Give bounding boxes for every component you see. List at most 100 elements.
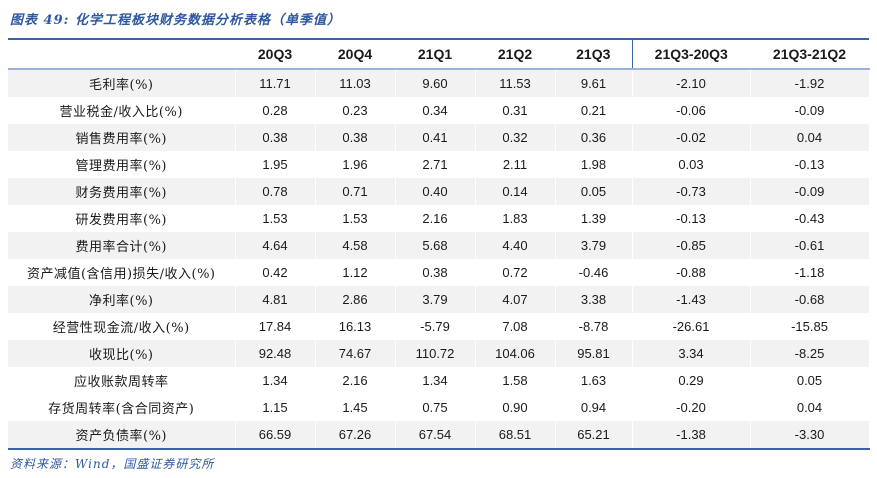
value-cell: -1.92: [750, 69, 870, 97]
column-header-21q3-20q3: 21Q3-20Q3: [631, 40, 750, 70]
value-cell: 0.36: [555, 124, 633, 151]
value-cell: 1.96: [315, 151, 396, 178]
value-cell: 0.05: [750, 367, 870, 394]
column-header-21q1: 21Q1: [395, 40, 475, 70]
value-cell: 9.60: [395, 69, 476, 97]
value-cell: 2.86: [315, 286, 396, 313]
table-row: 存货周转率(含合同资产) 1.15 1.45 0.75 0.90 0.94 -0.20 0.0…: [8, 394, 870, 421]
value-cell: -5.79: [395, 313, 476, 340]
row-label: 资产负债率(%): [8, 421, 236, 449]
value-cell: 0.23: [315, 97, 396, 124]
value-cell: 0.75: [395, 394, 476, 421]
row-label: 存货周转率(含合同资产): [8, 394, 236, 421]
value-cell: -0.88: [631, 259, 751, 286]
value-cell: -0.43: [750, 205, 870, 232]
column-header-20q4: 20Q4: [315, 40, 395, 70]
value-cell: 1.53: [315, 205, 396, 232]
value-cell: -0.85: [631, 232, 751, 259]
value-cell: -0.02: [631, 124, 751, 151]
row-label: 销售费用率(%): [8, 124, 236, 151]
value-cell: 0.14: [475, 178, 556, 205]
row-label: 净利率(%): [8, 286, 236, 313]
value-cell: 0.04: [750, 124, 870, 151]
value-cell: 4.58: [315, 232, 396, 259]
table-row: 营业税金/收入比(%) 0.28 0.23 0.34 0.31 0.21 -0.06 -0.0…: [8, 97, 870, 124]
row-label: 经营性现金流/收入(%): [8, 313, 236, 340]
value-cell: 0.38: [235, 124, 316, 151]
table-row: 经营性现金流/收入(%) 17.84 16.13 -5.79 7.08 -8.78 -26.…: [8, 313, 870, 340]
value-cell: 0.42: [235, 259, 316, 286]
value-cell: 2.71: [395, 151, 476, 178]
table-row: 费用率合计(%) 4.64 4.58 5.68 4.40 3.79 -0.85 -0.61: [8, 232, 870, 259]
value-cell: 74.67: [315, 340, 396, 367]
value-cell: 11.53: [475, 69, 556, 97]
value-cell: 2.16: [315, 367, 396, 394]
row-label: 管理费用率(%): [8, 151, 236, 178]
value-cell: 104.06: [475, 340, 556, 367]
value-cell: -1.38: [631, 421, 751, 449]
value-cell: 0.94: [555, 394, 633, 421]
value-cell: -0.61: [750, 232, 870, 259]
value-cell: 0.90: [475, 394, 556, 421]
table-row: 管理费用率(%) 1.95 1.96 2.71 2.11 1.98 0.03 -0.13: [8, 151, 870, 178]
value-cell: 11.03: [315, 69, 396, 97]
value-cell: -0.13: [631, 205, 751, 232]
table-row: 资产负债率(%) 66.59 67.26 67.54 68.51 65.21 -1.38 -3…: [8, 421, 870, 449]
value-cell: 7.08: [475, 313, 556, 340]
value-cell: 17.84: [235, 313, 316, 340]
value-cell: 0.34: [395, 97, 476, 124]
table-row: 资产减值(含信用)损失/收入(%) 0.42 1.12 0.38 0.72 -0.46 -0…: [8, 259, 870, 286]
value-cell: 0.05: [555, 178, 633, 205]
value-cell: 1.15: [235, 394, 316, 421]
column-header-20q3: 20Q3: [235, 40, 315, 70]
value-cell: 1.45: [315, 394, 396, 421]
row-label: 营业税金/收入比(%): [8, 97, 236, 124]
table-body: 毛利率(%) 11.71 11.03 9.60 11.53 9.61 -2.10 -1.92 营…: [8, 69, 870, 449]
value-cell: 0.41: [395, 124, 476, 151]
value-cell: 9.61: [555, 69, 633, 97]
value-cell: -0.20: [631, 394, 751, 421]
row-label: 收现比(%): [8, 340, 236, 367]
value-cell: 110.72: [395, 340, 476, 367]
value-cell: 11.71: [235, 69, 316, 97]
table-row: 收现比(%) 92.48 74.67 110.72 104.06 95.81 3.34 -8.…: [8, 340, 870, 367]
value-cell: 1.98: [555, 151, 633, 178]
value-cell: -0.06: [631, 97, 751, 124]
table-row: 财务费用率(%) 0.78 0.71 0.40 0.14 0.05 -0.73 -0.09: [8, 178, 870, 205]
table-row: 净利率(%) 4.81 2.86 3.79 4.07 3.38 -1.43 -0.68: [8, 286, 870, 313]
column-header-21q2: 21Q2: [475, 40, 555, 70]
value-cell: -1.43: [631, 286, 751, 313]
value-cell: 5.68: [395, 232, 476, 259]
value-cell: 0.21: [555, 97, 633, 124]
value-cell: -2.10: [631, 69, 751, 97]
value-cell: -8.25: [750, 340, 870, 367]
value-cell: 0.38: [315, 124, 396, 151]
table-row: 应收账款周转率 1.34 2.16 1.34 1.58 1.63 0.29 0.05: [8, 367, 870, 394]
value-cell: 68.51: [475, 421, 556, 449]
value-cell: -1.18: [750, 259, 870, 286]
value-cell: 1.34: [395, 367, 476, 394]
row-label: 研发费用率(%): [8, 205, 236, 232]
value-cell: 0.28: [235, 97, 316, 124]
value-cell: -26.61: [631, 313, 751, 340]
value-cell: -0.09: [750, 178, 870, 205]
value-cell: 3.79: [555, 232, 633, 259]
table-header-row: 20Q3 20Q4 21Q1 21Q2 21Q3 21Q3-20Q3 21Q3-21Q2: [8, 40, 869, 70]
column-header-21q3-21q2: 21Q3-21Q2: [750, 40, 869, 70]
table-row: 毛利率(%) 11.71 11.03 9.60 11.53 9.61 -2.10 -1.92: [8, 69, 870, 97]
value-cell: 1.12: [315, 259, 396, 286]
value-cell: -3.30: [750, 421, 870, 449]
value-cell: 16.13: [315, 313, 396, 340]
column-header-21q3: 21Q3: [555, 40, 632, 70]
value-cell: 0.32: [475, 124, 556, 151]
column-header-metric: [8, 40, 235, 70]
value-cell: 3.38: [555, 286, 633, 313]
value-cell: 4.81: [235, 286, 316, 313]
value-cell: -15.85: [750, 313, 870, 340]
value-cell: 0.03: [631, 151, 751, 178]
value-cell: 4.07: [475, 286, 556, 313]
value-cell: 1.58: [475, 367, 556, 394]
row-label: 资产减值(含信用)损失/收入(%): [8, 259, 236, 286]
value-cell: 1.95: [235, 151, 316, 178]
